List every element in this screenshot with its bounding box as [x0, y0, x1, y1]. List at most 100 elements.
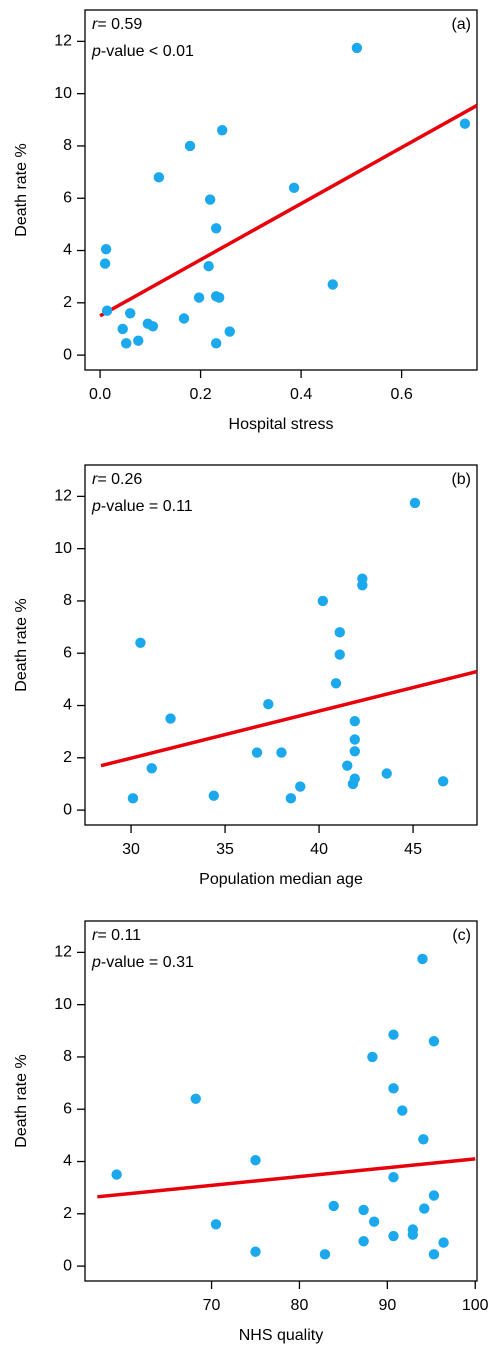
- point: [276, 747, 287, 758]
- point: [111, 1169, 122, 1180]
- point: [428, 1036, 440, 1047]
- x-tick-label: 100: [462, 1297, 489, 1314]
- annotation: r= 0.11: [92, 927, 141, 944]
- x-axis-title: Hospital stress: [229, 416, 334, 433]
- y-axis-title: Death rate %: [13, 143, 30, 236]
- annotation: p-value = 0.11: [91, 498, 193, 515]
- point: [133, 335, 144, 346]
- annotation-text: = 0.26: [97, 471, 142, 488]
- y-tick-label: 0: [63, 801, 72, 818]
- x-tick-label: 0.4: [290, 386, 312, 403]
- point: [135, 637, 146, 648]
- point: [358, 1204, 369, 1216]
- point: [217, 125, 228, 136]
- point: [210, 1219, 222, 1230]
- regression-line: [100, 669, 478, 768]
- point: [127, 793, 139, 804]
- panel: 0 2 4 6 8 10 12 0.0 0.2 0.4 0.6 Hospital stress Deat…: [13, 9, 478, 433]
- y-tick-label: 6: [63, 1100, 72, 1117]
- point: [428, 1249, 440, 1260]
- y-tick-label: 8: [63, 1048, 72, 1065]
- annotation-symbol: p: [91, 43, 101, 60]
- point: [407, 1229, 419, 1240]
- annotation: p-value = 0.31: [91, 954, 194, 971]
- point: [418, 1134, 429, 1145]
- point: [327, 279, 338, 290]
- point: [437, 776, 449, 787]
- point: [250, 1155, 261, 1166]
- annotation: r= 0.59: [92, 16, 142, 33]
- point: [251, 747, 263, 758]
- annotation-symbol: p: [91, 954, 101, 971]
- plot-frame: [84, 9, 478, 371]
- point: [178, 313, 190, 324]
- panel-label: (c): [452, 927, 471, 944]
- point: [397, 1105, 408, 1116]
- x-tick-label: 35: [216, 841, 234, 858]
- panel: 0 2 4 6 8 10 12 30 35 40 45 Population median age De…: [13, 464, 478, 888]
- y-tick-label: 12: [54, 488, 72, 505]
- x-tick-label: 0.2: [189, 386, 211, 403]
- x-tick-label: 0.6: [390, 386, 412, 403]
- point: [438, 1237, 449, 1248]
- point: [101, 305, 113, 316]
- x-tick-label: 0.0: [89, 386, 111, 403]
- annotation-symbol: p: [91, 498, 101, 515]
- annotation-text: = 0.11: [97, 927, 141, 944]
- point: [204, 194, 216, 205]
- y-tick-label: 2: [63, 1205, 72, 1222]
- point: [100, 244, 112, 255]
- x-tick-label: 90: [378, 1297, 396, 1314]
- x-tick-label: 30: [122, 841, 140, 858]
- point: [263, 699, 274, 710]
- panel: 0 2 4 6 8 10 12 70 80 90 100 NHS quality Death rate …: [13, 920, 489, 1344]
- point: [203, 261, 214, 272]
- y-tick-label: 12: [54, 944, 72, 961]
- point: [224, 326, 235, 337]
- y-tick-label: 0: [63, 346, 72, 363]
- point: [146, 763, 157, 774]
- point: [147, 321, 159, 332]
- y-tick-label: 2: [63, 294, 72, 311]
- point: [319, 1249, 331, 1260]
- plot-frame: [84, 920, 478, 1282]
- x-tick-label: 70: [203, 1297, 221, 1314]
- y-tick-label: 6: [63, 644, 72, 661]
- point: [459, 118, 471, 129]
- point: [117, 323, 128, 335]
- y-tick-label: 4: [63, 697, 72, 714]
- regression-line: [97, 1157, 476, 1199]
- point: [99, 258, 111, 269]
- point: [388, 1083, 399, 1094]
- y-tick-label: 8: [63, 592, 72, 609]
- point: [213, 292, 225, 303]
- point: [388, 1230, 399, 1242]
- point: [349, 746, 360, 757]
- y-axis-title: Death rate %: [13, 1054, 30, 1147]
- point: [193, 292, 205, 303]
- point: [349, 734, 360, 745]
- point: [190, 1093, 201, 1104]
- point: [358, 1236, 369, 1247]
- point: [419, 1203, 430, 1214]
- y-tick-label: 4: [63, 242, 72, 259]
- annotation: p-value < 0.01: [91, 43, 194, 60]
- point: [210, 338, 222, 349]
- panel-label: (a): [451, 16, 471, 33]
- x-tick-label: 80: [291, 1297, 309, 1314]
- y-tick-label: 8: [63, 137, 72, 154]
- point: [295, 781, 306, 792]
- point: [317, 595, 329, 607]
- point: [428, 1190, 440, 1201]
- y-tick-label: 10: [54, 540, 72, 557]
- point: [417, 953, 428, 965]
- point: [121, 338, 132, 349]
- point: [334, 649, 345, 660]
- regression-line: [99, 103, 478, 318]
- y-axis-title: Death rate %: [13, 598, 30, 691]
- point: [342, 760, 353, 771]
- point: [328, 1200, 339, 1212]
- point: [210, 223, 222, 234]
- annotation-text: = 0.59: [97, 16, 142, 33]
